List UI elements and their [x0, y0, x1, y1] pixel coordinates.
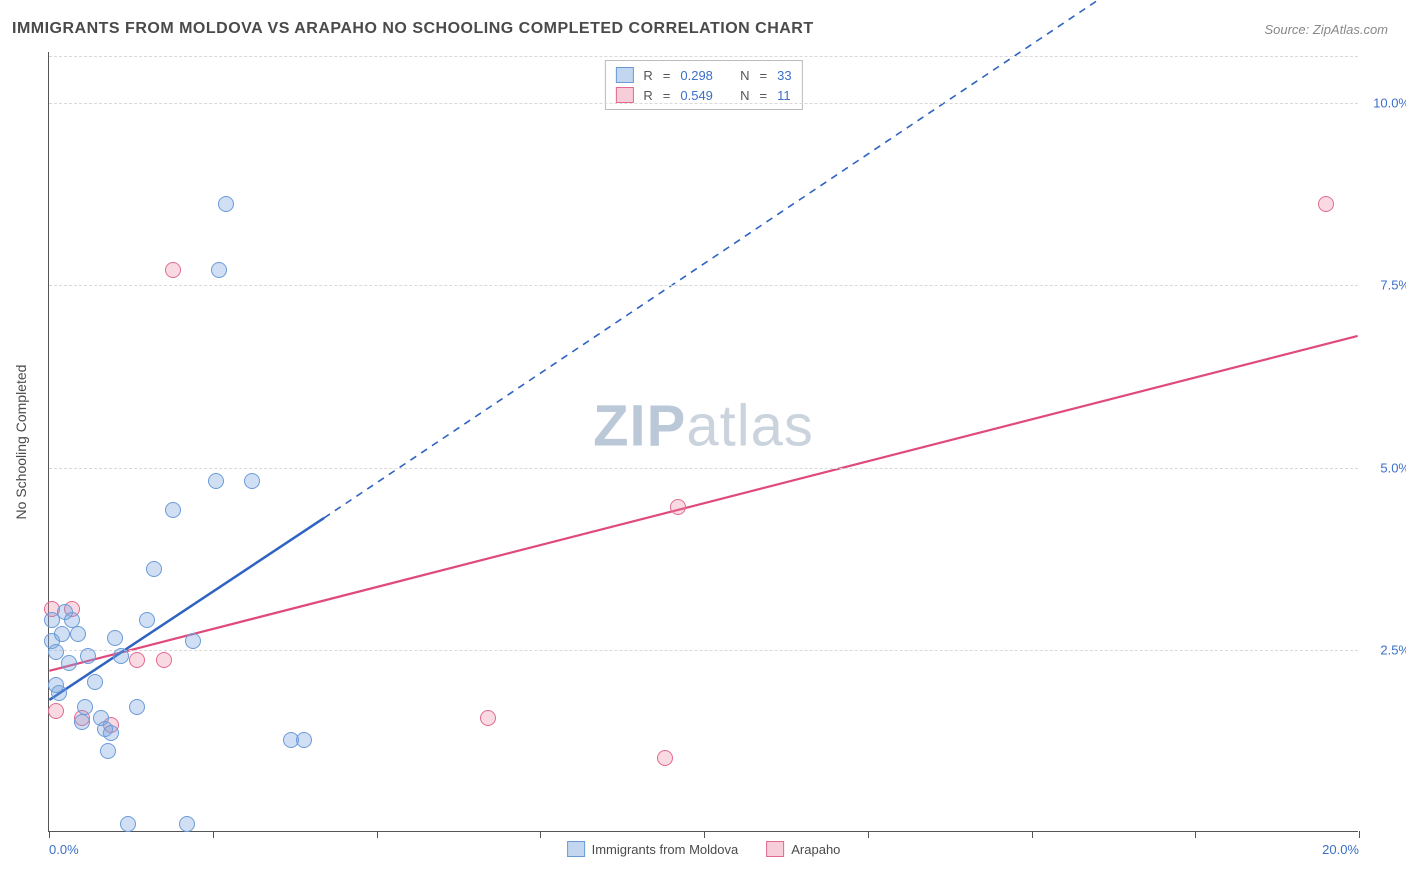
- trend-lines-svg: [49, 52, 1358, 831]
- scatter-point-arapaho: [165, 262, 181, 278]
- scatter-point-moldova: [208, 473, 224, 489]
- legend-item-a: Immigrants from Moldova: [567, 841, 739, 857]
- legend-swatch-b-bottom: [766, 841, 784, 857]
- legend-swatch-a-bottom: [567, 841, 585, 857]
- x-tick: [1359, 831, 1360, 838]
- y-tick-label: 2.5%: [1380, 642, 1406, 657]
- scatter-point-moldova: [179, 816, 195, 832]
- x-tick: [1195, 831, 1196, 838]
- legend-label-b: Arapaho: [791, 842, 840, 857]
- scatter-point-moldova: [54, 626, 70, 642]
- x-tick: [213, 831, 214, 838]
- x-tick: [377, 831, 378, 838]
- scatter-point-moldova: [74, 714, 90, 730]
- y-tick-label: 5.0%: [1380, 460, 1406, 475]
- scatter-point-moldova: [146, 561, 162, 577]
- y-tick-label: 10.0%: [1373, 96, 1406, 111]
- scatter-point-moldova: [120, 816, 136, 832]
- scatter-point-arapaho: [480, 710, 496, 726]
- y-axis-title: No Schooling Completed: [13, 364, 29, 519]
- scatter-point-moldova: [185, 633, 201, 649]
- x-tick: [49, 831, 50, 838]
- x-tick: [540, 831, 541, 838]
- scatter-point-arapaho: [657, 750, 673, 766]
- gridline: [49, 468, 1358, 469]
- scatter-point-arapaho: [129, 652, 145, 668]
- scatter-point-moldova: [70, 626, 86, 642]
- plot-area: ZIPatlas No Schooling Completed R = 0.29…: [48, 52, 1358, 832]
- y-tick-label: 7.5%: [1380, 278, 1406, 293]
- scatter-point-moldova: [61, 655, 77, 671]
- legend-item-b: Arapaho: [766, 841, 840, 857]
- scatter-point-moldova: [51, 685, 67, 701]
- scatter-point-moldova: [113, 648, 129, 664]
- scatter-point-arapaho: [48, 703, 64, 719]
- legend-label-a: Immigrants from Moldova: [592, 842, 739, 857]
- x-tick: [704, 831, 705, 838]
- scatter-point-moldova: [100, 743, 116, 759]
- scatter-point-arapaho: [156, 652, 172, 668]
- gridline: [49, 56, 1358, 57]
- chart-container: IMMIGRANTS FROM MOLDOVA VS ARAPAHO NO SC…: [0, 0, 1406, 892]
- scatter-point-arapaho: [1318, 196, 1334, 212]
- scatter-point-moldova: [211, 262, 227, 278]
- x-tick: [868, 831, 869, 838]
- scatter-point-moldova: [103, 725, 119, 741]
- scatter-point-moldova: [218, 196, 234, 212]
- x-tick-label: 20.0%: [1322, 842, 1359, 857]
- scatter-point-moldova: [139, 612, 155, 628]
- scatter-point-moldova: [107, 630, 123, 646]
- scatter-point-arapaho: [670, 499, 686, 515]
- scatter-point-moldova: [77, 699, 93, 715]
- gridline: [49, 650, 1358, 651]
- scatter-point-moldova: [296, 732, 312, 748]
- source-attribution: Source: ZipAtlas.com: [1264, 22, 1388, 37]
- gridline: [49, 285, 1358, 286]
- scatter-point-moldova: [80, 648, 96, 664]
- legend-bottom: Immigrants from Moldova Arapaho: [567, 841, 841, 857]
- scatter-point-moldova: [165, 502, 181, 518]
- scatter-point-moldova: [129, 699, 145, 715]
- gridline: [49, 103, 1358, 104]
- x-tick: [1032, 831, 1033, 838]
- scatter-point-moldova: [244, 473, 260, 489]
- x-tick-label: 0.0%: [49, 842, 79, 857]
- scatter-point-moldova: [87, 674, 103, 690]
- chart-title: IMMIGRANTS FROM MOLDOVA VS ARAPAHO NO SC…: [12, 20, 814, 38]
